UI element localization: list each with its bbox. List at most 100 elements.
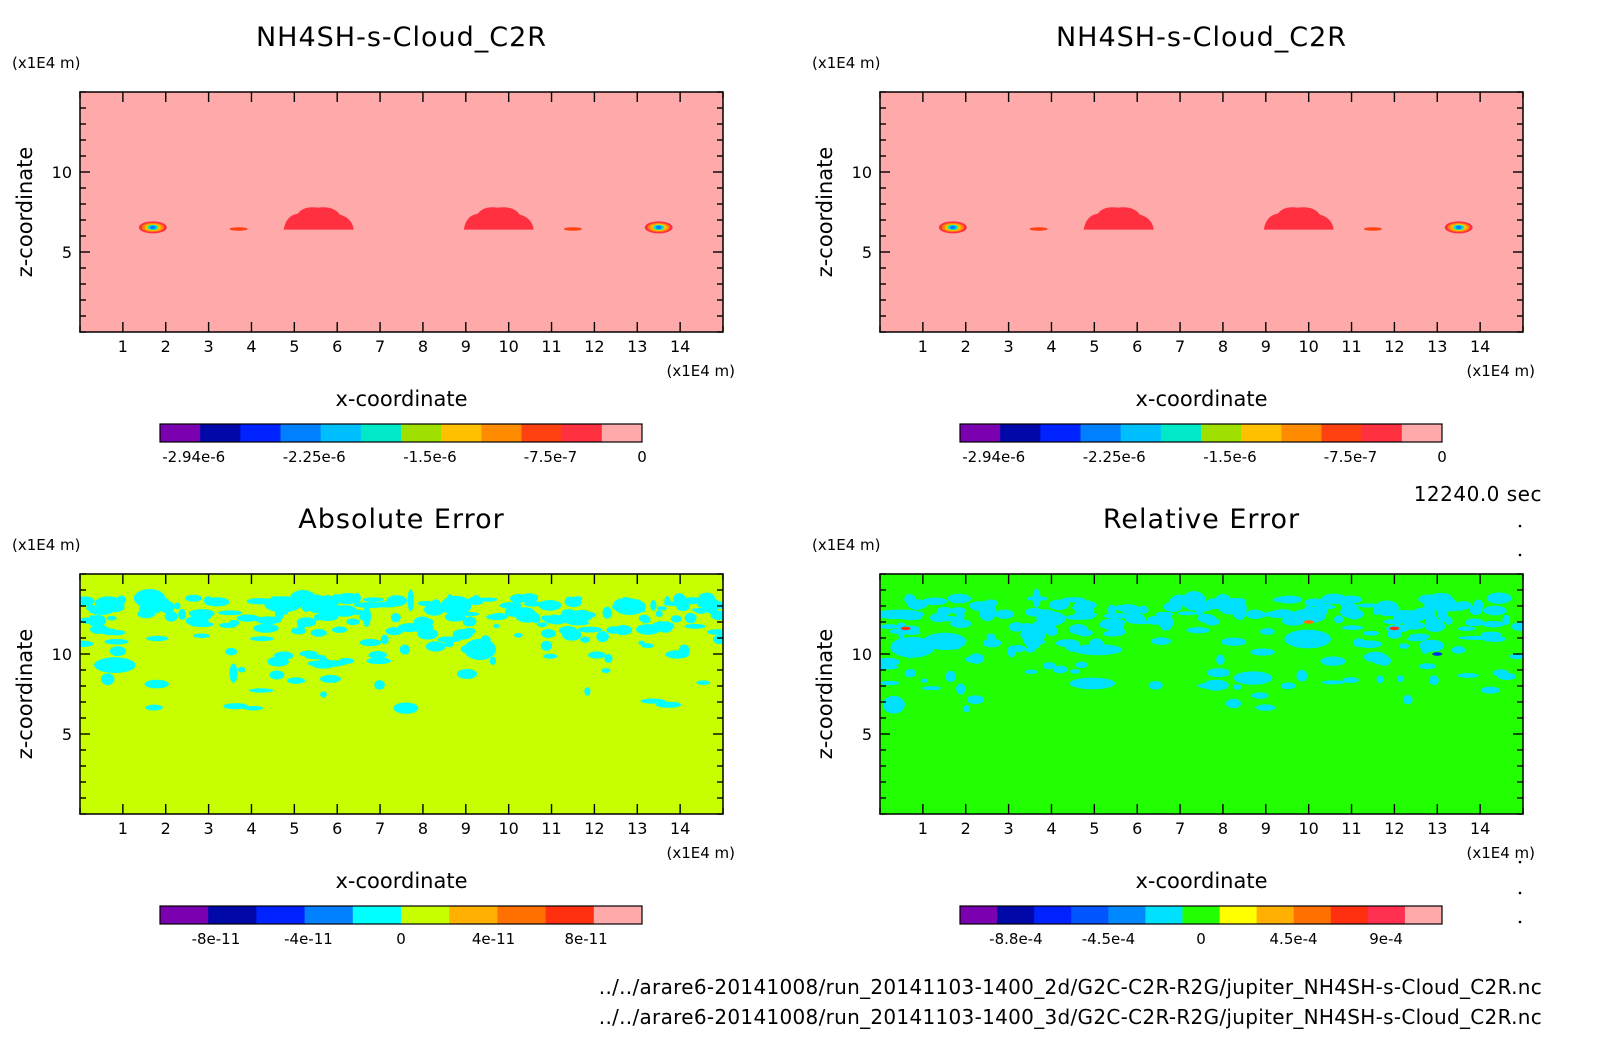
error-patch: [934, 615, 959, 622]
x-tick-label: 2: [161, 337, 171, 356]
cloud-contour: [0, 221, 4, 226]
cloud-contour: [0, 218, 14, 230]
colorbar-tick-label: -8e-11: [192, 930, 241, 948]
error-patch: [1065, 614, 1091, 620]
x-tick-label: 2: [161, 819, 171, 838]
y-tick-label: 10: [52, 163, 72, 182]
error-patch: [657, 622, 673, 633]
error-patch: [570, 609, 593, 622]
error-patch: [146, 635, 169, 642]
error-patch: [312, 662, 334, 669]
error-patch: [514, 632, 523, 638]
colorbar-swatch: [320, 424, 362, 442]
x-tick-label: 9: [461, 819, 471, 838]
x-axis: 1 2 3 4 5 6 7 8 9 10 11 12 13 14: [879, 92, 1524, 356]
error-patch: [1221, 637, 1247, 646]
error-patch: [174, 602, 181, 610]
error-patch: [577, 626, 603, 633]
error-patch: [462, 616, 477, 627]
cloud-contour: [0, 220, 8, 228]
error-patch: [580, 636, 591, 643]
error-patch: [1280, 682, 1296, 690]
error-patch: [1073, 600, 1096, 612]
error-patch: [456, 668, 478, 679]
error-patch: [204, 597, 230, 607]
error-patch: [536, 622, 548, 627]
error-patch: [520, 593, 539, 603]
y-unit-label: (x1E4 m): [812, 54, 881, 72]
error-patch: [638, 640, 645, 646]
error-patch: [185, 594, 202, 602]
x-tick-label: 13: [1427, 819, 1447, 838]
x-tick-label: 4: [246, 337, 256, 356]
error-patch: [904, 594, 916, 605]
colorbar-tick-label: -7.5e-7: [1324, 448, 1377, 466]
error-patch: [882, 695, 905, 714]
cloud-contour: [655, 225, 662, 230]
error-patch: [193, 633, 210, 638]
x-tick-label: 2: [961, 337, 971, 356]
colorbar-tick-label: 0: [1437, 448, 1447, 466]
error-patch: [133, 589, 166, 608]
colorbar-swatch: [1000, 424, 1041, 442]
cloud-contour: [0, 221, 6, 227]
x-tick-label: 10: [498, 819, 518, 838]
error-patch: [950, 619, 972, 628]
error-patch: [1437, 608, 1449, 620]
error-patch: [217, 610, 243, 616]
y-axis: 5 10: [52, 573, 723, 815]
y-tick-label: 5: [862, 243, 872, 262]
error-patch: [655, 610, 663, 618]
x-tick-label: 11: [1341, 337, 1361, 356]
error-patch: [385, 627, 403, 636]
cloud-contour: [0, 218, 14, 230]
y-unit-label: (x1E4 m): [12, 54, 81, 72]
error-patch: [362, 597, 385, 602]
margin-dot: [1518, 891, 1522, 895]
error-patch: [969, 601, 993, 610]
error-patch: [109, 629, 126, 636]
plot-frame: [79, 573, 724, 815]
cloud-blob: [0, 207, 354, 230]
error-patch: [190, 621, 214, 628]
colorbar-swatch: [1241, 424, 1282, 442]
error-patch: [1457, 673, 1479, 678]
x-axis-label: x-coordinate: [335, 869, 467, 893]
x-tick-label: 14: [1470, 337, 1490, 356]
error-patch: [86, 604, 98, 612]
error-patch: [898, 627, 905, 640]
colorbar-tick-label: 0: [396, 930, 406, 948]
cloud-blob: [0, 207, 1154, 230]
error-patch: [1342, 677, 1359, 684]
error-patch: [286, 677, 306, 684]
error-patch: [399, 644, 411, 655]
error-patch: [596, 631, 609, 643]
error-patch: [359, 638, 382, 647]
colorbar-swatch: [1401, 424, 1443, 442]
colorbar-tick-label: -1.5e-6: [1203, 448, 1256, 466]
colorbar-swatch: [481, 424, 522, 442]
error-patch: [1070, 669, 1081, 674]
error-patch: [489, 656, 497, 665]
error-patch: [962, 705, 970, 713]
error-patch: [320, 675, 342, 683]
error-patch: [1223, 598, 1247, 604]
colorbar-swatch: [1256, 906, 1295, 924]
colorbar-swatch: [200, 424, 241, 442]
cloud-contour: [0, 221, 6, 227]
error-patch: [1177, 611, 1197, 616]
error-patch: [1421, 643, 1430, 654]
y-tick-label: 5: [62, 243, 72, 262]
x-tick-label: 9: [1261, 819, 1271, 838]
error-patch: [467, 596, 485, 606]
cloud-contour: [0, 219, 10, 228]
cloud-contour: [949, 225, 956, 230]
error-patch: [1480, 631, 1502, 638]
colorbar-swatch: [561, 424, 603, 442]
error-patch: [225, 647, 238, 656]
error-patch: [1399, 643, 1410, 649]
error-patch: [229, 663, 238, 683]
error-patch: [543, 653, 558, 659]
error-patch: [936, 606, 952, 616]
margin-dot: [1518, 524, 1522, 528]
